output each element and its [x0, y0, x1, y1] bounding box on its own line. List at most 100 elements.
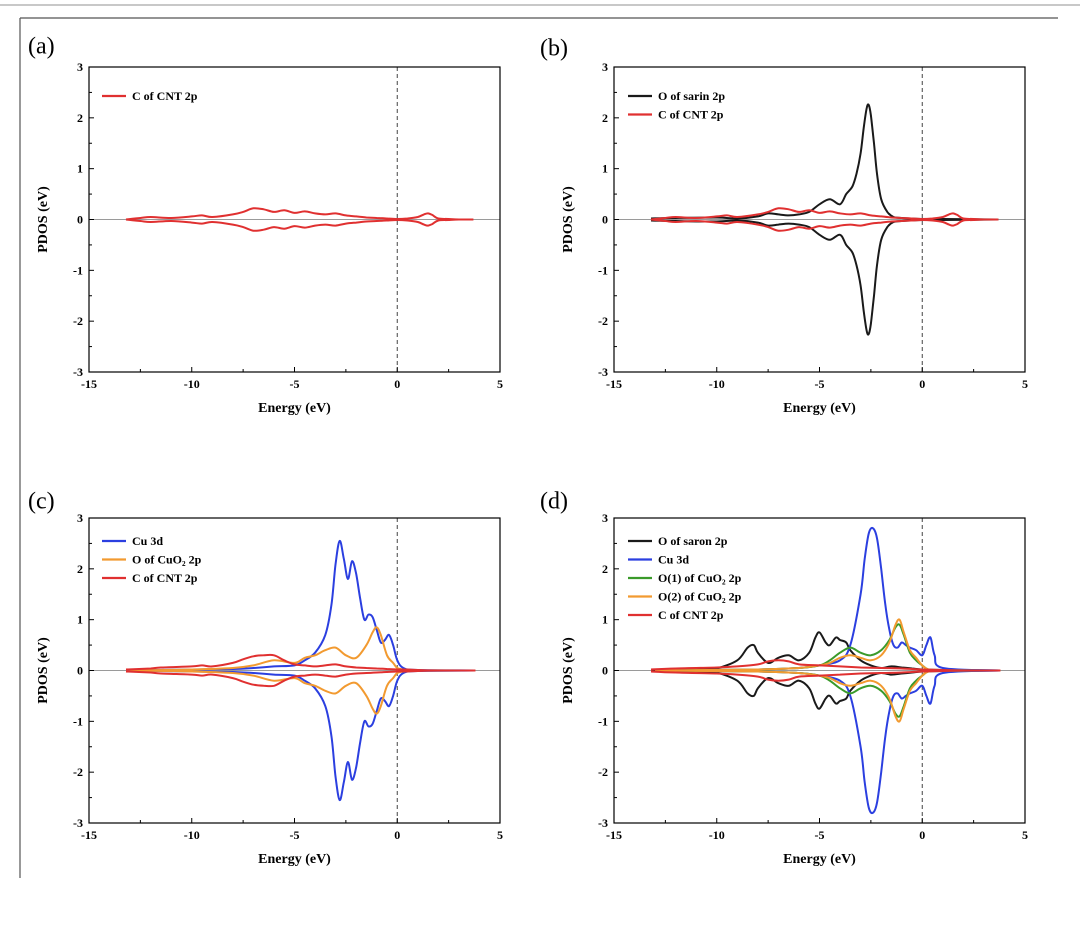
- series-group: [650, 103, 999, 336]
- y-axis-label: PDOS (eV): [36, 637, 51, 704]
- series-line-up-1: [130, 626, 476, 672]
- x-tick-label: -5: [815, 828, 825, 842]
- legend-entry: O of saron 2p: [658, 534, 728, 548]
- x-tick-label: 0: [394, 828, 400, 842]
- x-axis-label: Energy (eV): [783, 401, 856, 416]
- y-tick-label: -1: [73, 263, 83, 277]
- y-axis-label: PDOS (eV): [561, 637, 576, 704]
- x-tick-label: 0: [919, 828, 925, 842]
- series-group: [125, 539, 476, 802]
- y-axis-label: PDOS (eV): [36, 186, 51, 253]
- series-line-up-0: [650, 631, 1001, 672]
- series-line-down-0: [125, 218, 474, 232]
- y-tick-label: -3: [73, 816, 83, 830]
- legend-entry: O(2) of CuO₂ 2p: [658, 590, 742, 604]
- legend-entry: C of CNT 2p: [132, 571, 198, 585]
- y-tick-label: 3: [602, 60, 608, 74]
- y-tick-label: 1: [602, 613, 608, 627]
- x-tick-label: 5: [497, 377, 503, 391]
- x-tick-label: -5: [290, 377, 300, 391]
- y-tick-label: -1: [73, 714, 83, 728]
- series-line-down-0: [650, 218, 999, 336]
- series-line-down-1: [130, 669, 476, 715]
- series-group: [125, 207, 474, 232]
- panel-label: (d): [540, 489, 568, 515]
- y-tick-label: 3: [602, 511, 608, 525]
- legend-entry: O(1) of CuO₂ 2p: [658, 571, 742, 585]
- series-line-up-0: [650, 103, 999, 221]
- x-axis-label: Energy (eV): [258, 401, 331, 416]
- x-tick-label: -15: [606, 828, 622, 842]
- x-tick-label: 5: [1022, 377, 1028, 391]
- x-tick-label: -15: [606, 377, 622, 391]
- y-tick-label: 1: [602, 162, 608, 176]
- legend-entry: Cu 3d: [658, 553, 689, 567]
- legend: O of saron 2p Cu 3d O(1) of CuO₂ 2p O(2) of…: [628, 534, 742, 622]
- legend-entry: C of CNT 2p: [658, 608, 724, 622]
- series-line-up-4: [650, 659, 1001, 672]
- series-line-up-2: [125, 653, 476, 672]
- x-tick-label: -10: [709, 377, 725, 391]
- x-tick-label: -10: [184, 377, 200, 391]
- y-tick-label: -2: [73, 314, 83, 328]
- x-tick-label: -15: [81, 828, 97, 842]
- y-tick-label: -2: [598, 765, 608, 779]
- y-axis-label: PDOS (eV): [561, 186, 576, 253]
- y-tick-label: -1: [598, 714, 608, 728]
- y-tick-label: 3: [77, 60, 83, 74]
- legend-entry: O of CuO₂ 2p: [132, 553, 202, 567]
- y-tick-label: 2: [77, 562, 83, 576]
- y-tick-label: 1: [77, 162, 83, 176]
- y-tick-label: 0: [77, 664, 83, 678]
- panel-label: (b): [540, 36, 568, 62]
- series-line-down-1: [655, 669, 1001, 815]
- legend: O of sarin 2p C of CNT 2p: [628, 89, 725, 122]
- legend-entry: O of sarin 2p: [658, 89, 725, 103]
- y-tick-label: 2: [77, 111, 83, 125]
- legend-entry: Cu 3d: [132, 534, 163, 548]
- y-tick-label: 2: [602, 562, 608, 576]
- series-line-up-0: [125, 207, 474, 221]
- series-line-up-1: [650, 207, 999, 221]
- y-tick-label: -3: [598, 365, 608, 379]
- series-line-down-0: [130, 669, 476, 802]
- x-tick-label: -10: [709, 828, 725, 842]
- y-tick-label: 2: [602, 111, 608, 125]
- x-axis-label: Energy (eV): [783, 852, 856, 867]
- x-tick-label: -5: [815, 377, 825, 391]
- series-line-down-2: [125, 669, 476, 688]
- y-tick-label: -3: [598, 816, 608, 830]
- series-line-down-1: [650, 218, 999, 232]
- y-tick-label: -2: [73, 765, 83, 779]
- panel-label: (c): [28, 489, 55, 515]
- x-tick-label: 5: [497, 828, 503, 842]
- y-tick-label: -3: [73, 365, 83, 379]
- legend-entry: C of CNT 2p: [658, 108, 724, 122]
- series-group: [650, 526, 1001, 815]
- legend-entry: C of CNT 2p: [132, 89, 198, 103]
- series-line-down-0: [650, 669, 1001, 710]
- series-line-down-4: [650, 669, 1001, 682]
- x-tick-label: -10: [184, 828, 200, 842]
- y-tick-label: -2: [598, 314, 608, 328]
- legend: Cu 3d O of CuO₂ 2p C of CNT 2p: [102, 534, 202, 585]
- y-tick-label: 3: [77, 511, 83, 525]
- legend: C of CNT 2p: [102, 89, 198, 103]
- x-tick-label: 0: [394, 377, 400, 391]
- series-line-up-1: [655, 526, 1001, 672]
- y-tick-label: -1: [598, 263, 608, 277]
- x-tick-label: 5: [1022, 828, 1028, 842]
- x-tick-label: -5: [290, 828, 300, 842]
- x-axis-label: Energy (eV): [258, 852, 331, 867]
- y-tick-label: 0: [602, 664, 608, 678]
- y-tick-label: 1: [77, 613, 83, 627]
- x-tick-label: -15: [81, 377, 97, 391]
- panel-label: (a): [28, 34, 55, 60]
- series-line-up-0: [130, 539, 476, 672]
- x-tick-label: 0: [919, 377, 925, 391]
